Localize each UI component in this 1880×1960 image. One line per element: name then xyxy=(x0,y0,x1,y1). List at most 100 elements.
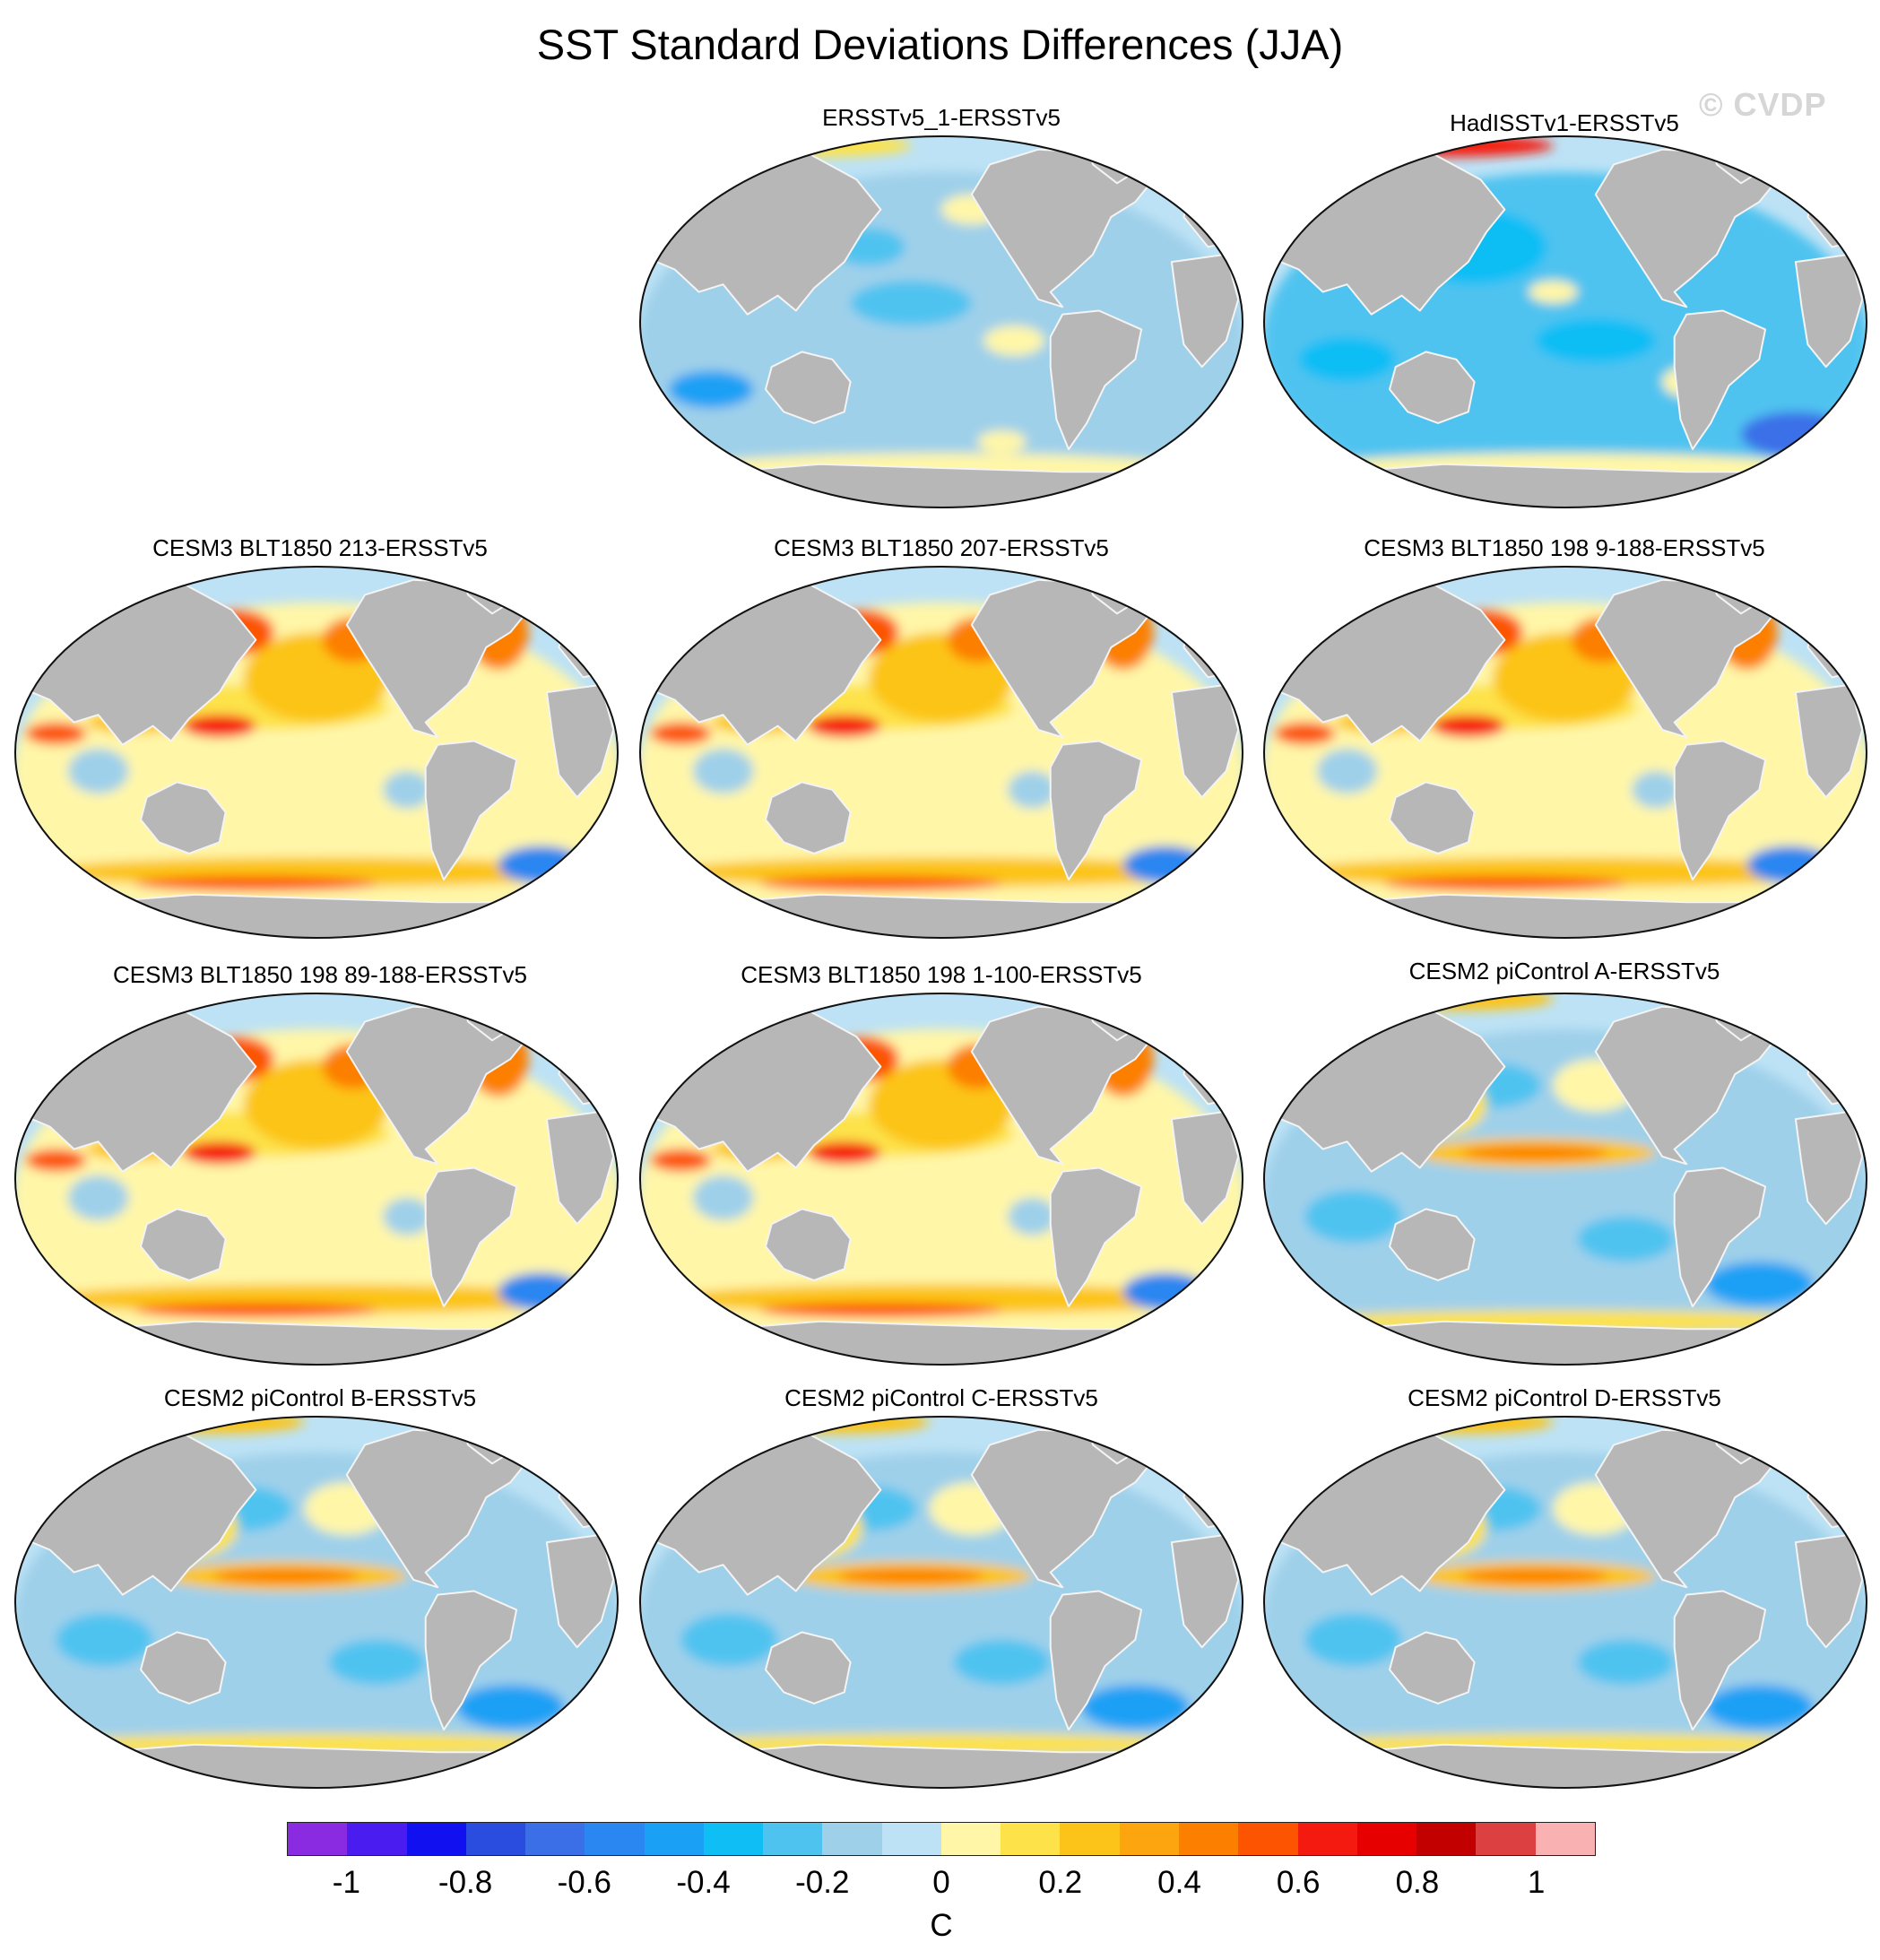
panel-title-cesm2-b: CESM2 piControl B-ERSSTv5 xyxy=(163,1384,477,1411)
panel-title-cesm2-c: CESM2 piControl C-ERSSTv5 xyxy=(784,1384,1098,1411)
colorbar-swatch xyxy=(1178,1823,1239,1855)
map-outline xyxy=(639,993,1243,1366)
colorbar-tick-label: -0.2 xyxy=(795,1865,850,1900)
colorbar-tick-label: -0.8 xyxy=(438,1865,493,1900)
land-antarctica xyxy=(1346,1743,1785,1788)
colorbar-tick-label: -1 xyxy=(332,1865,360,1900)
anomaly-region xyxy=(183,715,256,738)
land-australia xyxy=(1389,1208,1476,1281)
colorbar-tick-label: 0.6 xyxy=(1276,1865,1321,1900)
anomaly-region xyxy=(850,281,972,326)
land-antarctica xyxy=(97,893,536,938)
land-australia xyxy=(1389,781,1476,854)
anomaly-region xyxy=(25,1149,87,1172)
land-southAmerica xyxy=(1673,740,1767,881)
anomaly-region xyxy=(328,1639,426,1685)
anomaly-region xyxy=(183,1141,256,1165)
anomaly-region xyxy=(808,1141,881,1165)
map-outline xyxy=(14,566,619,939)
anomaly-region xyxy=(1535,317,1657,363)
anomaly-region xyxy=(25,722,87,745)
anomaly-region xyxy=(134,1302,377,1318)
colorbar-tick-label: 0 xyxy=(932,1865,950,1900)
land-australia xyxy=(140,1208,227,1281)
map-outline xyxy=(14,1416,619,1789)
colorbar xyxy=(287,1822,1596,1856)
anomaly-region xyxy=(1432,715,1505,738)
colorbar-swatch xyxy=(940,1823,1001,1855)
colorbar-swatch xyxy=(822,1823,882,1855)
anomaly-region xyxy=(953,1639,1051,1685)
map-cesm2-b xyxy=(14,1416,619,1789)
colorbar-tick-label: 0.8 xyxy=(1395,1865,1440,1900)
colorbar-swatch xyxy=(1535,1823,1595,1855)
colorbar-swatch xyxy=(406,1823,466,1855)
colorbar-swatch xyxy=(1001,1823,1061,1855)
anomaly-region xyxy=(1704,1684,1815,1730)
colorbar-swatch xyxy=(881,1823,941,1855)
anomaly-region xyxy=(1632,770,1681,809)
anomaly-region xyxy=(1383,875,1626,891)
colorbar-tick-label: 0.4 xyxy=(1157,1865,1201,1900)
watermark: © CVDP xyxy=(1699,86,1827,123)
land-australia xyxy=(765,351,852,424)
colorbar-swatch xyxy=(1476,1823,1536,1855)
map-cesm3-207 xyxy=(639,566,1243,939)
land-australia xyxy=(765,1631,852,1704)
land-australia xyxy=(1389,351,1476,424)
anomaly-region xyxy=(680,1613,778,1667)
anomaly-region xyxy=(122,1417,305,1434)
anomaly-region xyxy=(977,430,1027,454)
anomaly-region xyxy=(692,1175,754,1220)
land-antarctica xyxy=(97,1743,536,1788)
map-cesm2-c xyxy=(639,1416,1243,1789)
anomaly-region xyxy=(692,748,754,794)
land-southAmerica xyxy=(1049,309,1143,451)
map-cesm3-198-9-188 xyxy=(1263,566,1867,939)
colorbar-swatch xyxy=(1060,1823,1120,1855)
colorbar-swatch xyxy=(644,1823,704,1855)
colorbar-swatch xyxy=(347,1823,407,1855)
colorbar-swatch xyxy=(1416,1823,1477,1855)
anomaly-region xyxy=(808,715,881,738)
colorbar-swatch xyxy=(1238,1823,1298,1855)
land-australia xyxy=(140,781,227,854)
panel-title-obs1: ERSSTv5_1-ERSSTv5 xyxy=(822,104,1061,131)
map-obs2 xyxy=(1263,135,1867,508)
anomaly-region xyxy=(1704,1261,1815,1307)
colorbar-swatch xyxy=(763,1823,823,1855)
map-outline xyxy=(1263,1416,1867,1789)
anomaly-region xyxy=(759,1302,1002,1318)
anomaly-region xyxy=(1008,1197,1057,1236)
map-outline xyxy=(1263,993,1867,1366)
anomaly-region xyxy=(67,748,129,794)
anomaly-region xyxy=(668,370,754,409)
anomaly-region xyxy=(1304,1613,1402,1667)
colorbar-swatch xyxy=(703,1823,764,1855)
anomaly-region xyxy=(67,1175,129,1220)
map-cesm3-198-1-100 xyxy=(639,993,1243,1366)
land-southAmerica xyxy=(1673,1590,1767,1731)
colorbar-swatch xyxy=(1119,1823,1179,1855)
map-cesm3-198-89-188 xyxy=(14,993,619,1366)
map-outline xyxy=(639,566,1243,939)
land-antarctica xyxy=(722,893,1161,938)
anomaly-region xyxy=(1080,1684,1191,1730)
anomaly-region xyxy=(1462,1568,1608,1584)
map-outline xyxy=(1263,135,1867,508)
land-antarctica xyxy=(1346,463,1785,507)
colorbar-tick-label: -0.4 xyxy=(676,1865,731,1900)
anomaly-region xyxy=(838,1568,984,1584)
anomaly-region xyxy=(1577,1639,1675,1685)
panel-title-cesm3-198-9-188: CESM3 BLT1850 198 9-188-ERSSTv5 xyxy=(1364,534,1765,561)
anomaly-region xyxy=(383,1197,432,1236)
land-southAmerica xyxy=(424,1166,518,1308)
anomaly-region xyxy=(1316,748,1378,794)
anomaly-region xyxy=(1274,722,1336,745)
anomaly-region xyxy=(134,875,377,891)
anomaly-region xyxy=(747,1417,930,1434)
land-southAmerica xyxy=(1049,1590,1143,1731)
anomaly-region xyxy=(383,770,432,809)
panel-title-obs2: HadISSTv1-ERSSTv5 xyxy=(1450,109,1679,136)
map-outline xyxy=(1263,566,1867,939)
